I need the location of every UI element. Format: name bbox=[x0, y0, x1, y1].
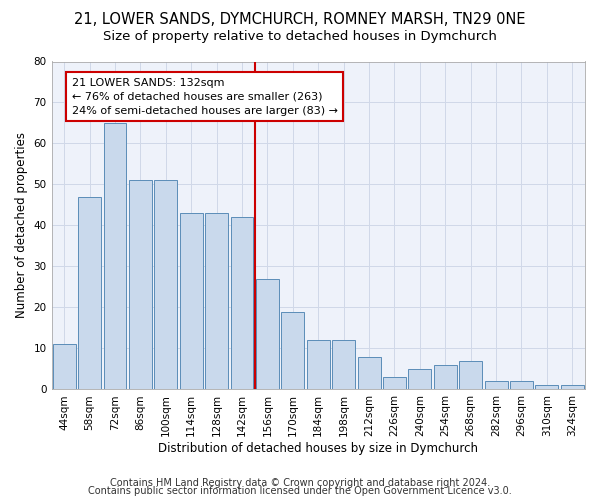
Bar bbox=[459, 361, 482, 390]
Bar bbox=[104, 123, 127, 390]
Bar bbox=[205, 213, 228, 390]
Bar bbox=[561, 386, 584, 390]
Bar bbox=[53, 344, 76, 390]
Bar bbox=[180, 213, 203, 390]
Text: 21 LOWER SANDS: 132sqm
← 76% of detached houses are smaller (263)
24% of semi-de: 21 LOWER SANDS: 132sqm ← 76% of detached… bbox=[72, 78, 338, 116]
Bar bbox=[485, 382, 508, 390]
Text: Size of property relative to detached houses in Dymchurch: Size of property relative to detached ho… bbox=[103, 30, 497, 43]
Bar bbox=[409, 369, 431, 390]
Bar bbox=[332, 340, 355, 390]
Bar bbox=[256, 279, 279, 390]
Bar bbox=[510, 382, 533, 390]
X-axis label: Distribution of detached houses by size in Dymchurch: Distribution of detached houses by size … bbox=[158, 442, 478, 455]
Bar bbox=[434, 365, 457, 390]
Bar bbox=[78, 197, 101, 390]
Bar bbox=[230, 218, 253, 390]
Bar bbox=[129, 180, 152, 390]
Text: 21, LOWER SANDS, DYMCHURCH, ROMNEY MARSH, TN29 0NE: 21, LOWER SANDS, DYMCHURCH, ROMNEY MARSH… bbox=[74, 12, 526, 28]
Bar bbox=[281, 312, 304, 390]
Bar bbox=[307, 340, 330, 390]
Bar bbox=[383, 377, 406, 390]
Text: Contains public sector information licensed under the Open Government Licence v3: Contains public sector information licen… bbox=[88, 486, 512, 496]
Text: Contains HM Land Registry data © Crown copyright and database right 2024.: Contains HM Land Registry data © Crown c… bbox=[110, 478, 490, 488]
Bar bbox=[535, 386, 559, 390]
Bar bbox=[154, 180, 177, 390]
Y-axis label: Number of detached properties: Number of detached properties bbox=[15, 132, 28, 318]
Bar bbox=[358, 356, 380, 390]
